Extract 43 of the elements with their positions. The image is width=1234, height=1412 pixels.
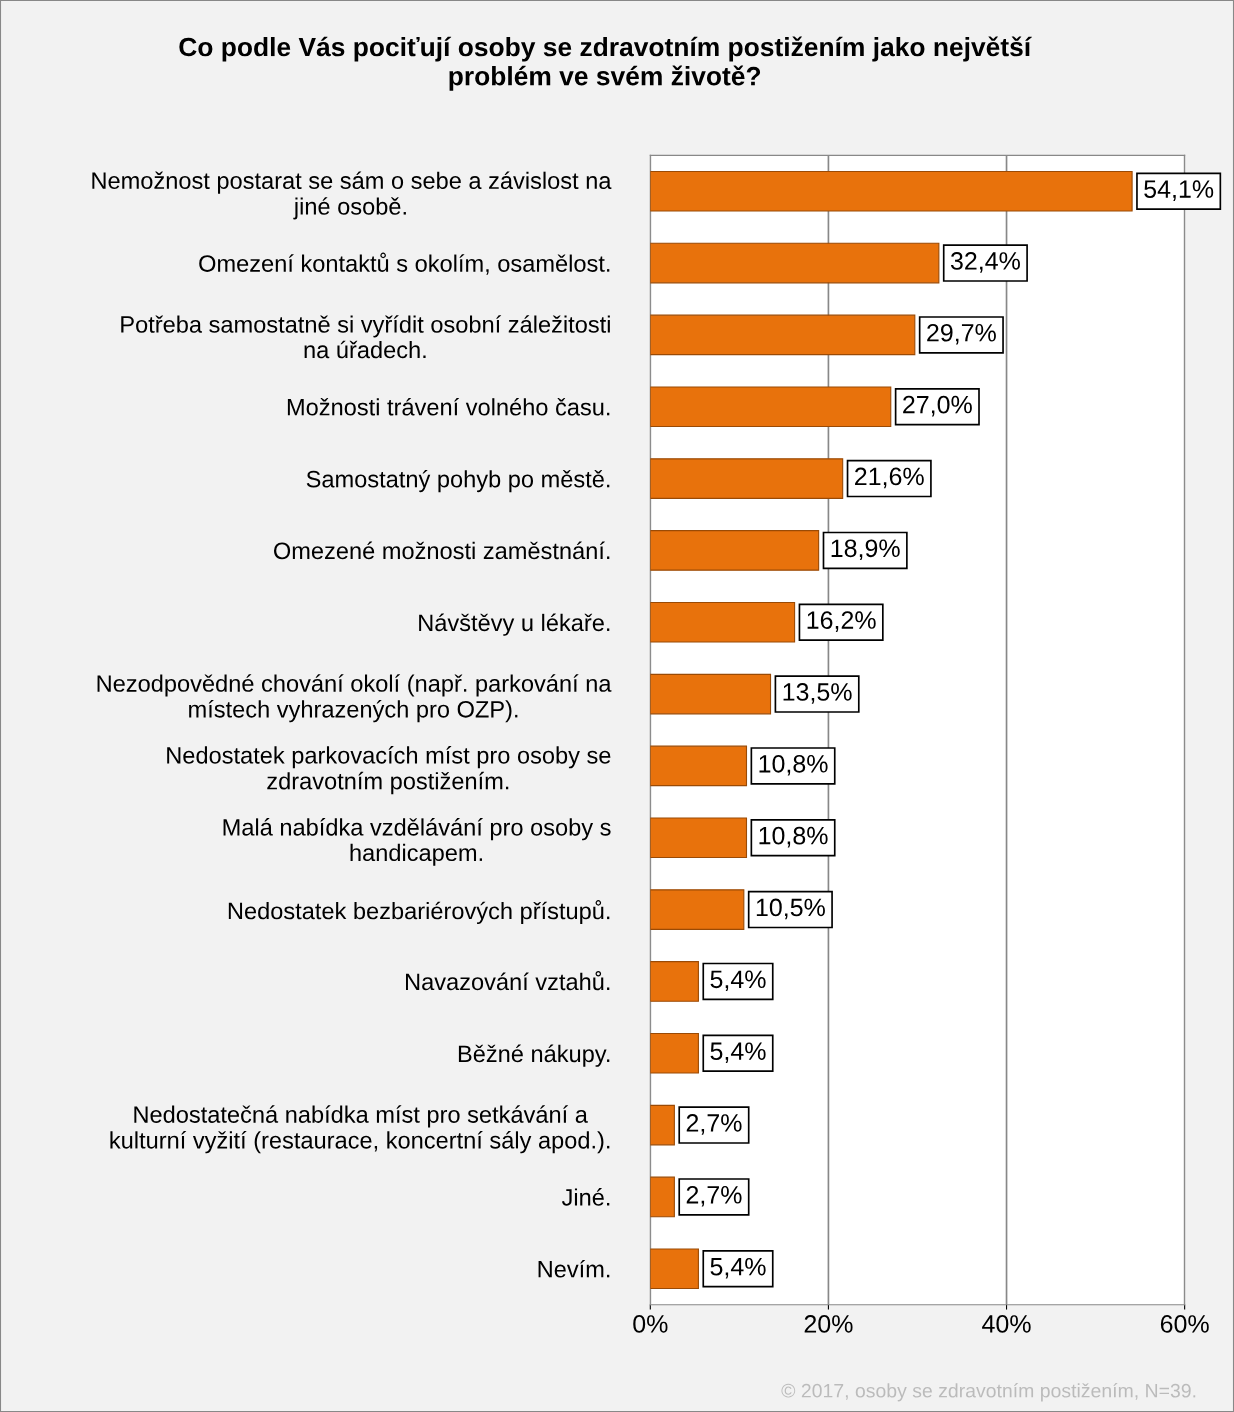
data-label: 32,4% [950, 252, 1020, 273]
y-tick-label: Malá nabídka vzdělávání pro osoby s handicapem. [223, 818, 611, 866]
data-label: 18,9% [831, 539, 900, 561]
bar [650, 1104, 675, 1146]
y-tick-label: Možnosti trávení volného času. [287, 397, 610, 416]
bar [650, 1248, 699, 1290]
chart-title: Co podle Vás pociťují osoby se zdravotním postižením jako největší problém ve svém životě? [179, 36, 1032, 91]
data-label: 29,7% [927, 323, 996, 345]
x-tick-label: 40% [982, 1315, 1031, 1333]
data-label: 21,6% [855, 467, 924, 489]
x-tick-label: 60% [1160, 1315, 1209, 1333]
bar [650, 961, 699, 1002]
y-tick-label: Jiné. [561, 1188, 610, 1206]
y-tick-label: Samostatný pohyb po městě. [306, 469, 610, 493]
x-tick-label: 0% [633, 1315, 668, 1333]
y-tick-label: Nevím. [538, 1259, 610, 1278]
data-label: 10,8% [759, 826, 828, 848]
data-label: 16,2% [807, 611, 876, 632]
data-label: 10,5% [756, 898, 825, 920]
bar [650, 1032, 699, 1074]
data-label: 2,7% [686, 1114, 742, 1135]
y-tick-label: Nezodpovědné chování okolí (např. parkování na místech vyhrazených pro OZP). [97, 674, 612, 723]
data-label: 5,4% [710, 970, 766, 992]
y-tick-label: Nemožnost postarat se sám o sebe a závislost na jiné osobě. [92, 171, 612, 220]
data-label: 13,5% [783, 683, 852, 704]
bar [650, 1176, 675, 1218]
data-label: 5,4% [710, 1257, 766, 1279]
y-tick-label: Potřeba samostatně si vyřídit osobní záležitosti na úřadech. [121, 315, 610, 359]
bar [650, 170, 1133, 212]
y-tick-label: Omezení kontaktů s okolím, osamělost. [199, 252, 610, 275]
y-tick-label: Nedostatečná nabídka míst pro setkávání a kulturní vyžití (restaurace, koncertní sály apod.). [110, 1105, 610, 1154]
y-tick-label: Omezené možnosti zaměstnání. [273, 541, 610, 560]
y-tick-label: Návštěvy u lékaře. [419, 613, 610, 636]
data-label: 10,8% [759, 754, 828, 776]
data-label: 2,7% [686, 1185, 742, 1207]
data-label: 5,4% [710, 1042, 766, 1063]
y-tick-label: Běžné nákupy. [458, 1044, 610, 1067]
data-label: 54,1% [1144, 180, 1214, 201]
x-tick-label: 20% [804, 1315, 853, 1333]
data-label: 27,0% [903, 395, 972, 417]
y-tick-label: Navazování vztahů. [406, 970, 610, 991]
y-tick-label: Nedostatek parkovacích míst pro osoby se zdravotním postižením. [167, 746, 611, 795]
y-tick-label: Nedostatek bezbariérových přístupů. [228, 900, 610, 925]
